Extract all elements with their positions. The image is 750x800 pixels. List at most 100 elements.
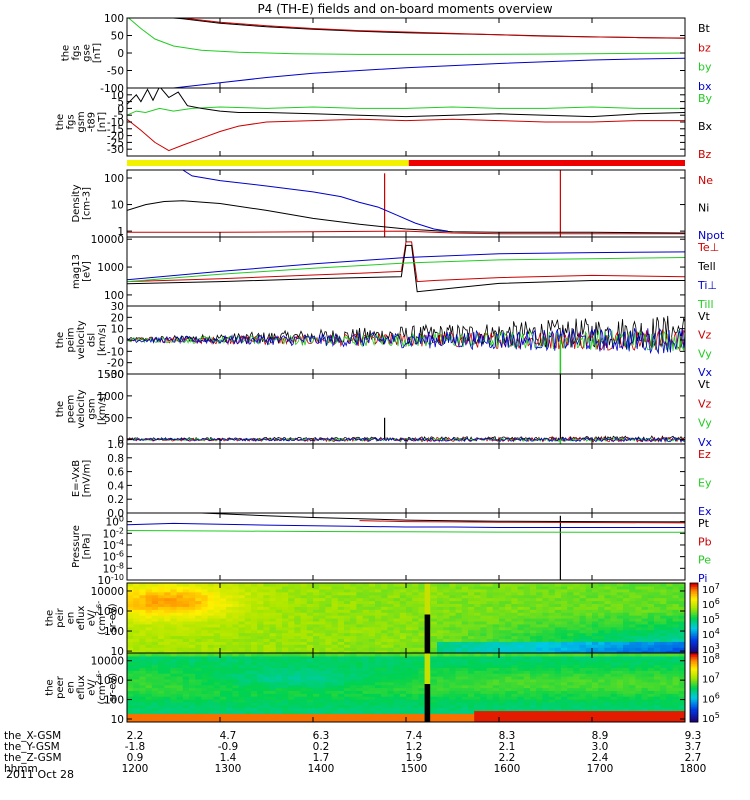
y-tick-label: 100	[104, 13, 124, 25]
ylabel-line: sr-eV)	[108, 673, 119, 702]
legend-by: by	[698, 61, 712, 74]
peer_eflux-ylabel: the peer en eflux eV/(cm2-s-sr-eV)	[45, 670, 119, 704]
axis-row-value: 0.2	[313, 741, 330, 753]
velocity_gsm-ylabel: the peem velocity gsm [km/s]	[55, 389, 108, 428]
ylabel-line: [nT]	[97, 112, 108, 132]
fgs_gse-frame	[126, 17, 686, 89]
legend-Bt: Bt	[698, 22, 711, 35]
ylabel-line: [mV/m]	[81, 460, 92, 498]
ylabel-line: peer	[55, 675, 66, 699]
y-tick-label: 500	[104, 413, 124, 425]
mode-segment-0	[127, 160, 409, 166]
series-velocity_dsl-3	[127, 327, 685, 355]
ylabel-line: sr-eV)	[108, 603, 119, 632]
legend-Vx: Vx	[698, 366, 713, 379]
series-density-1	[127, 200, 685, 234]
series-density-0	[127, 230, 685, 235]
series-velocity_dsl-2	[127, 329, 685, 353]
axis-row-value: 9.3	[685, 730, 702, 742]
legend-Pi: Pi	[698, 572, 707, 585]
axis-row-value: 1.7	[313, 752, 330, 764]
ylabel-line: [km/s]	[97, 393, 108, 425]
legend-Bx: Bx	[698, 120, 713, 133]
ylabel-line: the	[55, 114, 66, 130]
ylabel-line: velocity	[76, 320, 87, 359]
series-fgs_gsm-1	[127, 88, 685, 118]
peer_eflux-gap-top	[424, 653, 431, 685]
legend-Ey: Ey	[698, 477, 712, 490]
series-fgs_gse-2	[127, 18, 685, 55]
series-fgs_gse-3	[173, 57, 685, 88]
y-tick-label: 0.2	[107, 494, 124, 506]
ylabel-line: Pressure	[71, 525, 82, 568]
axis-row-value: 7.4	[406, 730, 423, 742]
ylabel-line: peem	[66, 395, 77, 423]
axis-row-value: 3.7	[685, 741, 702, 753]
density-plot-area	[127, 170, 685, 237]
series-temperature-0	[127, 241, 685, 283]
density-ylabel: Density [cm-3]	[71, 184, 93, 222]
panel-density: 100 10 1 Density [cm-3] Ne Ni Npot	[71, 169, 725, 242]
y-tick-label: 10000	[91, 656, 124, 668]
colorbar-tick-label: 107	[702, 582, 720, 596]
axis-row-label: the_X-GSM	[4, 730, 61, 742]
ylabel-line: peir	[55, 607, 66, 627]
axis-row-value: 1800	[680, 763, 707, 775]
panel-efield: 1.0 0.8 0.60.4 0.2 0.0 E=-VxB [mV/m] Ez Ey Ex	[71, 439, 712, 520]
axis-row-value: 8.3	[499, 730, 516, 742]
axis-row-value: -0.9	[218, 741, 239, 753]
pressure-frame	[126, 512, 686, 581]
series-temperature-1	[127, 244, 685, 293]
axis-row-value: 8.9	[592, 730, 609, 742]
series-density-2	[182, 170, 448, 232]
y-tick-label: -15	[107, 124, 124, 136]
ylabel-line: -t89	[87, 112, 98, 132]
temperature-plot-area	[127, 241, 685, 293]
ylabel-line: eV/	[87, 679, 98, 696]
y-tick-label: -100	[100, 83, 124, 95]
y-tick-label: 20	[111, 312, 124, 324]
fgs_gsm-plot-area	[127, 88, 685, 152]
colorbar-tick-label: 106	[702, 691, 720, 705]
peir_eflux-gap-top	[424, 583, 431, 615]
colorbar-tick-label: 104	[702, 627, 720, 641]
ylabel-line: eflux	[76, 675, 87, 700]
series-pressure-3	[127, 522, 685, 528]
mode-segment-1	[408, 160, 685, 166]
ylabel-line: [km/s]	[97, 324, 108, 356]
peir_eflux-ylabel: the peir en eflux eV/(cm2-s-sr-eV)	[45, 601, 119, 635]
y-tick-label: -25	[107, 137, 124, 149]
ylabel-line: E=-VxB	[71, 460, 82, 497]
axis-row-value: 1.2	[406, 741, 423, 753]
axis-row-value: -1.8	[125, 741, 146, 753]
y-tick-label: 1500	[97, 369, 124, 381]
series-pressure-0	[201, 513, 685, 523]
y-tick-label: 0	[117, 335, 124, 347]
legend-Vt: Vt	[698, 378, 711, 391]
legend-Vz: Vz	[698, 329, 712, 342]
date-label: 2011 Oct 28	[6, 768, 74, 781]
y-tick-label: 1000	[97, 606, 124, 618]
series-fgs_gsm-0	[127, 106, 685, 116]
legend-Tell: Tell	[697, 260, 716, 273]
ylabel-line: en	[66, 612, 77, 625]
colorbar-tick-label: 105	[702, 612, 720, 626]
legend-Npot: Npot	[698, 229, 725, 242]
y-tick-label: -20	[107, 131, 124, 143]
y-tick-label: -10	[107, 117, 124, 129]
colorbar-tick-label: 105	[702, 711, 720, 725]
y-tick-label: 100	[104, 290, 124, 302]
axis-row-value: 2.2	[499, 752, 516, 764]
series-temperature-3	[127, 257, 685, 283]
ylabel-line: peim	[66, 327, 77, 352]
ylabel-line: gsm	[76, 111, 87, 132]
panel-mode_bar	[127, 160, 685, 166]
axis-row-value: 2.2	[127, 730, 144, 742]
y-tick-label: 10000	[91, 586, 124, 598]
y-tick-label: -50	[107, 66, 124, 78]
axis-row-label: hhmm	[4, 763, 38, 775]
fgs_gsm-ylabel: the fgs gsm -t89 [nT]	[55, 111, 108, 132]
